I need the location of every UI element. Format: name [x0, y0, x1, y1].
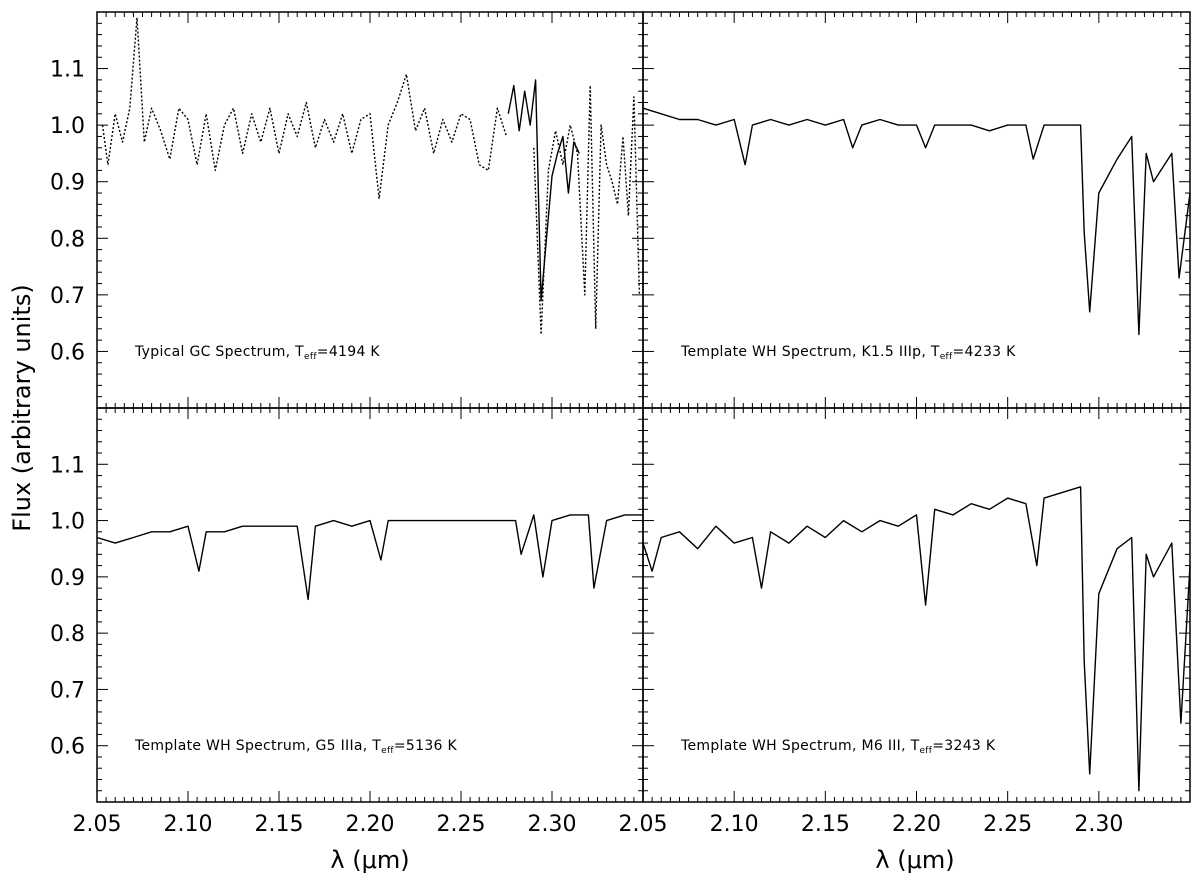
spectrum-series-2	[507, 79, 580, 302]
x-tick-label: 2.20	[892, 812, 941, 837]
x-axis-label-left: λ (μm)	[330, 846, 409, 874]
y-tick-label: 0.7	[50, 284, 85, 309]
panel-bottom-right: 2.05 2.10 2.15 2.20 2.25 2.30 Template WH Spec…	[619, 407, 1191, 837]
spectrum-series-1	[642, 486, 1191, 792]
x-tick-label: 2.10	[710, 812, 759, 837]
x-axis-label-right: λ (μm)	[875, 846, 954, 874]
y-tick-label: 1.1	[50, 58, 85, 83]
y-tick-label: 0.9	[50, 566, 85, 591]
x-tick-label: 2.15	[255, 812, 304, 837]
spectrum-series-1	[101, 17, 508, 200]
y-tick-label: 0.9	[50, 171, 85, 196]
spectrum-series-3	[533, 84, 641, 336]
x-tick-label: 2.05	[73, 812, 122, 837]
panel-label: Typical GC Spectrum, Teff=4194 K	[134, 344, 380, 362]
x-tick-label: 2.30	[1074, 812, 1123, 837]
y-tick-label: 0.6	[50, 735, 85, 760]
panel-top-right: Template WH Spectrum, K1.5 IIIp, Teff=42…	[642, 11, 1191, 409]
x-tick-label: 2.30	[528, 812, 577, 837]
x-tick-label: 2.25	[437, 812, 486, 837]
panel-label: Template WH Spectrum, G5 IIIa, Teff=5136…	[134, 738, 458, 756]
y-axis-label: Flux (arbitrary units)	[8, 284, 36, 531]
panels-group: 0.6 0.7 0.8 0.9 1.0 1.1 Typical GC Spectrum, T…	[50, 11, 1191, 837]
y-tick-label: 1.1	[50, 453, 85, 478]
y-tick-label: 0.8	[50, 622, 85, 647]
spectrum-series-1	[642, 107, 1191, 336]
panel-bottom-left: 0.6 0.7 0.8 0.9 1.0 1.1 2.05 2.10 2.15 2.20 2.25 2.…	[50, 407, 644, 837]
x-tick-label: 2.20	[346, 812, 395, 837]
x-tick-label: 2.10	[164, 812, 213, 837]
panel-label: Template WH Spectrum, K1.5 IIIp, Teff=42…	[680, 344, 1016, 362]
panel-top-left: 0.6 0.7 0.8 0.9 1.0 1.1 Typical GC Spectrum, T…	[50, 11, 644, 409]
y-tick-label: 0.6	[50, 340, 85, 365]
x-tick-label: 2.05	[619, 812, 668, 837]
y-tick-label: 1.0	[50, 510, 85, 535]
panel-label: Template WH Spectrum, M6 III, Teff=3243 …	[680, 738, 996, 756]
x-tick-label: 2.25	[983, 812, 1032, 837]
y-tick-label: 0.8	[50, 227, 85, 252]
x-tick-label: 2.15	[801, 812, 850, 837]
spectrum-series-1	[96, 514, 643, 601]
y-tick-label: 1.0	[50, 114, 85, 139]
y-tick-label: 0.7	[50, 678, 85, 703]
